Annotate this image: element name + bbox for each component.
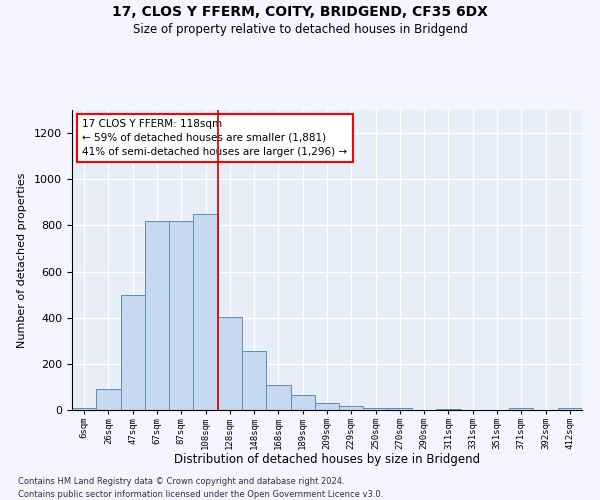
Bar <box>72 408 96 410</box>
Bar <box>558 408 582 410</box>
Bar <box>193 214 218 410</box>
Bar <box>290 395 315 410</box>
Bar <box>364 408 388 410</box>
Bar <box>509 408 533 410</box>
Bar <box>96 389 121 410</box>
Text: 17 CLOS Y FFERM: 118sqm
← 59% of detached houses are smaller (1,881)
41% of semi: 17 CLOS Y FFERM: 118sqm ← 59% of detache… <box>82 119 347 157</box>
Bar <box>145 221 169 410</box>
Bar <box>121 294 145 410</box>
Text: Contains HM Land Registry data © Crown copyright and database right 2024.: Contains HM Land Registry data © Crown c… <box>18 478 344 486</box>
Text: Contains public sector information licensed under the Open Government Licence v3: Contains public sector information licen… <box>18 490 383 499</box>
Text: 17, CLOS Y FFERM, COITY, BRIDGEND, CF35 6DX: 17, CLOS Y FFERM, COITY, BRIDGEND, CF35 … <box>112 5 488 19</box>
Text: Size of property relative to detached houses in Bridgend: Size of property relative to detached ho… <box>133 22 467 36</box>
Bar <box>339 406 364 410</box>
Y-axis label: Number of detached properties: Number of detached properties <box>17 172 27 348</box>
Bar <box>315 403 339 410</box>
Bar <box>266 384 290 410</box>
Bar <box>388 408 412 410</box>
Bar <box>218 316 242 410</box>
Bar <box>436 409 461 410</box>
Bar <box>169 221 193 410</box>
Text: Distribution of detached houses by size in Bridgend: Distribution of detached houses by size … <box>174 452 480 466</box>
Bar <box>242 351 266 410</box>
